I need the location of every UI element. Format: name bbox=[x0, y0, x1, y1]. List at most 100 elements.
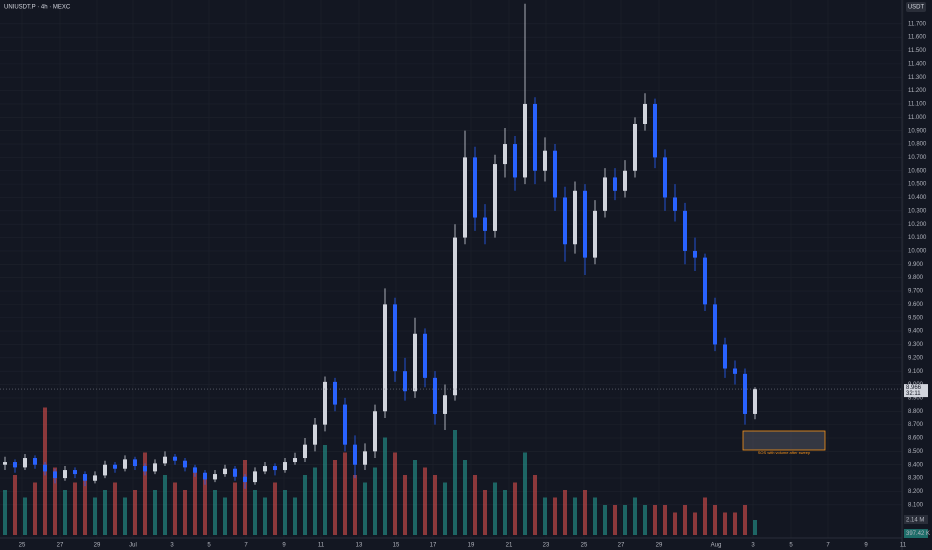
candle-body bbox=[713, 304, 717, 345]
candle-body bbox=[293, 458, 297, 463]
x-tick-label: 27 bbox=[618, 543, 625, 549]
candle-body bbox=[193, 467, 197, 473]
y-tick-label: 10.800 bbox=[908, 142, 927, 148]
candle-body bbox=[583, 190, 587, 258]
volume-bar bbox=[673, 512, 677, 535]
candle-body bbox=[463, 157, 467, 238]
volume-bar bbox=[313, 467, 317, 535]
x-tick-label: 13 bbox=[356, 543, 363, 549]
candle-body bbox=[343, 404, 347, 445]
volume-bar bbox=[603, 505, 607, 535]
candle-body bbox=[593, 210, 597, 258]
candle-body bbox=[273, 466, 277, 471]
candle-body bbox=[613, 177, 617, 191]
y-tick-label: 11.000 bbox=[908, 115, 927, 121]
candle-body bbox=[333, 381, 337, 405]
volume-bar bbox=[353, 475, 357, 535]
candle-body bbox=[573, 190, 577, 245]
y-tick-label: 11.200 bbox=[908, 88, 927, 94]
x-tick-label: 27 bbox=[57, 543, 64, 549]
candle-body bbox=[373, 411, 377, 452]
candle-body bbox=[653, 103, 657, 158]
volume-bar bbox=[553, 497, 557, 535]
volume-bar bbox=[423, 467, 427, 535]
volume-bar bbox=[303, 475, 307, 535]
volume-bar bbox=[383, 437, 387, 535]
x-tick-label: 15 bbox=[393, 543, 400, 549]
x-tick-label: 11 bbox=[318, 543, 325, 549]
volume-badge bbox=[904, 529, 928, 538]
candle-body bbox=[643, 103, 647, 124]
volume-bar bbox=[193, 467, 197, 535]
candle-body bbox=[313, 424, 317, 445]
x-tick-label: 21 bbox=[506, 543, 513, 549]
x-tick-label: 9 bbox=[864, 543, 868, 549]
volume-bar bbox=[33, 482, 37, 535]
candle-body bbox=[303, 444, 307, 459]
candle-body bbox=[143, 466, 147, 472]
candle-body bbox=[63, 470, 67, 479]
volume-bar bbox=[143, 452, 147, 535]
y-tick-label: 10.400 bbox=[908, 195, 927, 201]
candle-body bbox=[153, 463, 157, 472]
volume-bar bbox=[683, 505, 687, 535]
volume-bar bbox=[13, 475, 17, 535]
candle-body bbox=[73, 470, 77, 475]
candle-body bbox=[33, 458, 37, 465]
y-tick-label: 9.500 bbox=[908, 315, 924, 321]
volume-bar bbox=[23, 497, 27, 535]
candle-body bbox=[683, 210, 687, 251]
y-tick-label: 8.700 bbox=[908, 422, 924, 428]
candle-body bbox=[603, 177, 607, 211]
y-tick-label: 8.100 bbox=[908, 502, 924, 508]
candle-body bbox=[43, 464, 47, 472]
volume-bar bbox=[113, 482, 117, 535]
candle-body bbox=[523, 103, 527, 178]
volume-bar bbox=[563, 490, 567, 535]
y-tick-label: 8.900 bbox=[908, 395, 924, 401]
y-tick-label: 10.200 bbox=[908, 222, 927, 228]
volume-bar bbox=[703, 497, 707, 535]
y-tick-label: 8.500 bbox=[908, 449, 924, 455]
candle-body bbox=[663, 157, 667, 198]
volume-bar bbox=[73, 482, 77, 535]
y-tick-label: 8.300 bbox=[908, 476, 924, 482]
candle-body bbox=[703, 257, 707, 305]
y-tick-label: 10.300 bbox=[908, 208, 927, 214]
y-tick-label: 11.600 bbox=[908, 35, 927, 41]
volume-bar bbox=[263, 497, 267, 535]
y-tick-label: 8.600 bbox=[908, 436, 924, 442]
candle-body bbox=[383, 304, 387, 412]
candle-body bbox=[453, 237, 457, 396]
volume-bar bbox=[663, 505, 667, 535]
volume-bar bbox=[453, 430, 457, 535]
volume-bar bbox=[713, 505, 717, 535]
volume-bar bbox=[393, 452, 397, 535]
candle-body bbox=[673, 197, 677, 211]
candle-body bbox=[353, 444, 357, 465]
volume-bar bbox=[53, 467, 57, 535]
candle-body bbox=[553, 150, 557, 198]
candle-body bbox=[203, 472, 207, 480]
volume-bar bbox=[133, 490, 137, 535]
y-tick-label: 10.500 bbox=[908, 182, 927, 188]
candle-body bbox=[633, 123, 637, 171]
last-price-label: 8.966 bbox=[906, 385, 922, 391]
x-tick-label: 25 bbox=[19, 543, 26, 549]
volume-bar bbox=[3, 490, 7, 535]
x-tick-label: 9 bbox=[282, 543, 286, 549]
y-tick-label: 10.900 bbox=[908, 128, 927, 134]
volume-bar bbox=[593, 497, 597, 535]
x-tick-label: 23 bbox=[543, 543, 550, 549]
volume-bar bbox=[473, 475, 477, 535]
volume-bar bbox=[533, 475, 537, 535]
volume-bar bbox=[543, 497, 547, 535]
volume-bar bbox=[233, 482, 237, 535]
y-tick-label: 8.400 bbox=[908, 462, 924, 468]
candle-body bbox=[183, 460, 187, 468]
volume-bar bbox=[363, 482, 367, 535]
x-tick-label: 29 bbox=[94, 543, 101, 549]
candle-body bbox=[283, 462, 287, 471]
volume-bar bbox=[443, 482, 447, 535]
x-tick-label: 7 bbox=[826, 543, 830, 549]
